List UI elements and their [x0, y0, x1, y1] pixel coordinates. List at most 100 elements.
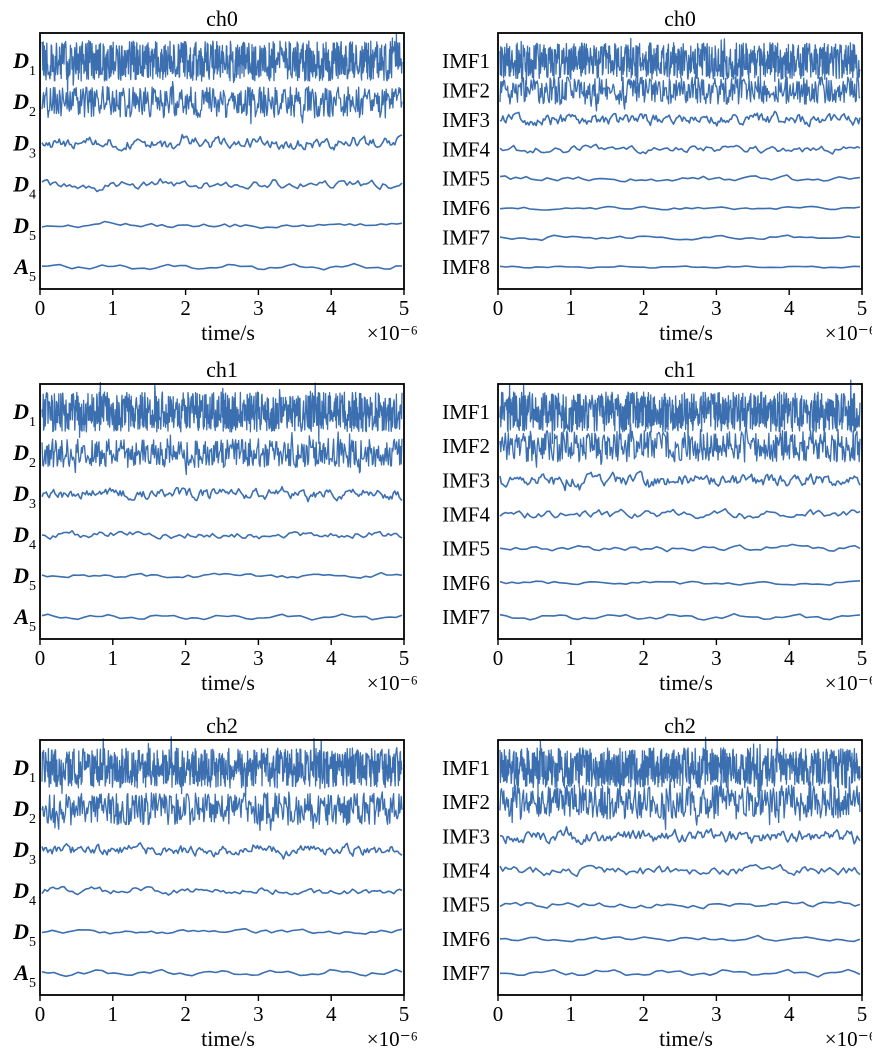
series-d2 [41, 791, 403, 831]
x-tick-label: 4 [784, 1002, 795, 1026]
series-label-imf1: IMF1 [442, 49, 490, 73]
series-label-d1: D1 [12, 48, 36, 79]
x-tick-label: 3 [711, 646, 722, 670]
series-imf7 [499, 234, 861, 242]
x-tick-label: 0 [35, 646, 46, 670]
panel-title: ch1 [664, 357, 696, 382]
series-d4 [41, 530, 403, 540]
series-label-imf2: IMF2 [442, 434, 490, 458]
series-d5 [41, 927, 403, 935]
series-label-d2: D2 [12, 89, 36, 120]
panel-ch2-left: ch2 D1 D2 D3 D4 D5 A5 0 1 2 3 4 5 time/s ×10⁻⁶ [12, 713, 418, 1051]
series-label-imf5: IMF5 [442, 537, 490, 561]
x-tick-label: 3 [711, 1002, 722, 1026]
x-tick-label: 4 [326, 296, 337, 320]
series-label-d1: D1 [12, 399, 36, 430]
x-tick-label: 5 [399, 646, 410, 670]
x-tick-label: 4 [784, 296, 795, 320]
series-imf2 [499, 71, 861, 112]
series-imf4 [499, 508, 861, 520]
x-axis-label: time/s [201, 670, 255, 695]
plot-frame [497, 739, 863, 996]
x-tick-label: 5 [857, 296, 868, 320]
series-d1 [41, 33, 403, 94]
series-label-d4: D4 [12, 522, 36, 553]
series-imf6 [499, 205, 861, 211]
series-label-imf4: IMF4 [442, 503, 490, 527]
x-axis-label: time/s [201, 320, 255, 345]
series-d3 [41, 133, 403, 152]
series-imf5 [499, 543, 861, 553]
series-label-imf1: IMF1 [442, 400, 490, 424]
plot-frame [39, 383, 405, 640]
x-tick-label: 2 [180, 296, 191, 320]
x-tick-label: 1 [566, 646, 577, 670]
series-imf8 [499, 265, 861, 269]
series-d3 [41, 842, 403, 860]
series-label-imf3: IMF3 [442, 824, 490, 848]
series-imf3 [499, 470, 861, 492]
x-tick-label: 2 [180, 646, 191, 670]
x-tick-label: 5 [857, 1002, 868, 1026]
x-tick-label: 1 [566, 1002, 577, 1026]
series-label-d3: D3 [12, 130, 36, 161]
series-d1 [41, 736, 403, 798]
series-label-d3: D3 [12, 481, 36, 512]
series-label-imf1: IMF1 [442, 756, 490, 780]
series-label-imf7: IMF7 [442, 226, 490, 250]
panel-title: ch2 [664, 713, 696, 738]
x-tick-label: 5 [857, 646, 868, 670]
x-axis-multiplier: ×10⁻⁶ [367, 671, 418, 695]
panel-title: ch2 [206, 713, 238, 738]
series-label-imf8: IMF8 [442, 255, 490, 279]
series-d1 [41, 382, 403, 445]
x-tick-label: 4 [326, 646, 337, 670]
series-label-imf6: IMF6 [442, 927, 490, 951]
x-tick-label: 0 [493, 646, 504, 670]
x-tick-label: 3 [711, 296, 722, 320]
x-axis-label: time/s [659, 320, 713, 345]
series-label-d2: D2 [12, 440, 36, 471]
x-tick-label: 1 [566, 296, 577, 320]
series-label-imf5: IMF5 [442, 167, 490, 191]
series-imf1 [499, 379, 861, 445]
x-tick-label: 2 [638, 1002, 649, 1026]
x-tick-label: 2 [180, 1002, 191, 1026]
series-label-d4: D4 [12, 172, 36, 203]
x-tick-label: 5 [399, 1002, 410, 1026]
series-d4 [41, 178, 403, 193]
x-axis-multiplier: ×10⁻⁶ [825, 321, 872, 345]
panel-title: ch0 [206, 6, 238, 31]
series-label-imf7: IMF7 [442, 961, 490, 985]
plot-frame [497, 32, 863, 290]
series-label-imf4: IMF4 [442, 859, 490, 883]
panel-ch1-left: ch1 D1 D2 D3 D4 D5 A5 0 1 2 3 4 5 time/s ×10⁻⁶ [12, 357, 418, 695]
series-imf3 [500, 826, 861, 846]
panel-title: ch1 [206, 357, 238, 382]
series-label-imf6: IMF6 [442, 571, 490, 595]
series-label-imf2: IMF2 [442, 790, 490, 814]
series-label-imf2: IMF2 [442, 78, 490, 102]
x-axis-label: time/s [659, 1026, 713, 1051]
x-tick-label: 0 [493, 1002, 504, 1026]
plot-frame [497, 383, 863, 640]
series-label-d4: D4 [12, 878, 36, 909]
series-label-imf3: IMF3 [442, 108, 490, 132]
x-axis-multiplier: ×10⁻⁶ [367, 1027, 418, 1051]
x-tick-label: 1 [108, 296, 119, 320]
series-imf6 [499, 580, 861, 586]
series-d5 [41, 220, 403, 230]
x-tick-label: 3 [253, 1002, 264, 1026]
x-tick-label: 1 [108, 646, 119, 670]
series-label-imf6: IMF6 [442, 196, 490, 220]
series-d2 [41, 80, 403, 125]
x-axis-multiplier: ×10⁻⁶ [825, 1027, 872, 1051]
x-tick-label: 0 [35, 1002, 46, 1026]
series-imf7 [500, 968, 861, 978]
series-imf6 [499, 934, 861, 943]
series-d2 [41, 431, 403, 476]
x-tick-label: 5 [399, 296, 410, 320]
x-tick-label: 4 [326, 1002, 337, 1026]
